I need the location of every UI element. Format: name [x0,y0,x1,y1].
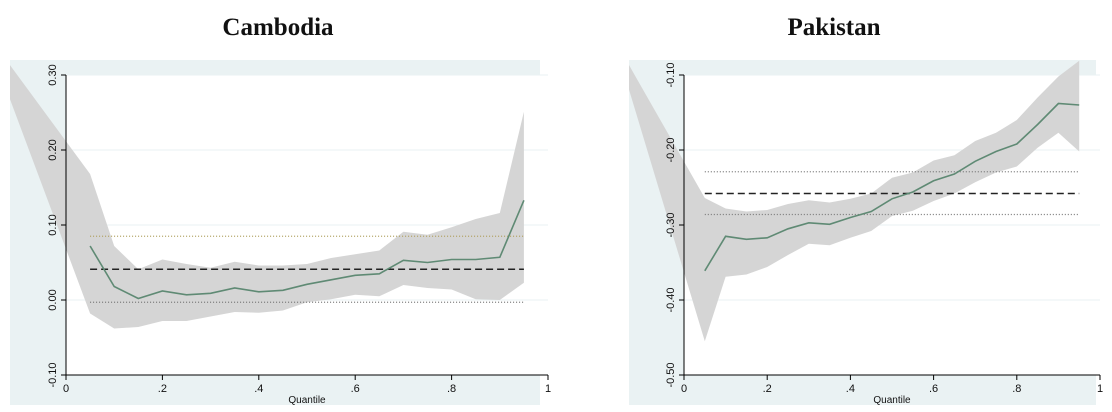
x-tick-label: .6 [929,383,938,395]
quantile-coefficient-line [89,199,525,300]
chart-title: Pakistan [787,14,881,41]
x-tick-label: 1 [545,383,551,395]
x-tick-label: .6 [351,383,360,395]
pakistan-panel: Pakistan -0.50 -0.40 -0.30 -0.20 -0.10 0 .2 .4.… [556,0,1112,412]
y-tick-label: 0.10 [47,214,59,235]
y-tick-label: 0.20 [47,139,59,160]
x-axis-title: Quantile [288,395,326,406]
y-tick-label: -0.40 [665,287,677,312]
y-tick-label: -0.30 [665,212,677,237]
x-tick-label: .8 [447,383,456,395]
chart-title: Cambodia [222,14,334,41]
quantile-coefficient-line [704,102,1080,272]
y-tick-label: 0.30 [47,64,59,85]
y-tick-label: -0.10 [47,362,59,387]
cambodia-panel: Cambodia -0.10 0.00 0.10 0.20 0.30 0 .2 .4 .6 .8 1… [10,14,551,406]
x-tick-label: .2 [158,383,167,395]
confidence-band [629,60,1080,342]
y-tick-label: -0.20 [665,137,677,162]
y-tick-label: -0.10 [665,62,677,87]
x-axis-title: Quantile [873,395,911,406]
x-tick-label: .4 [846,383,855,395]
confidence-band [10,65,524,329]
y-tick-label: -0.50 [665,362,677,387]
y-tick-label: 0.00 [47,289,59,310]
pakistan-chart: -0.50 -0.40 -0.30 -0.20 -0.10 0 .2 .4 .6 .8 1 Quant… [629,60,1103,406]
cambodia-chart: -0.10 0.00 0.10 0.20 0.30 0 .2 .4 .6 .8 1 Quantile [10,60,551,406]
x-tick-label: 0 [681,383,687,395]
x-tick-label: 0 [63,383,69,395]
x-tick-label: .4 [254,383,263,395]
x-tick-label: .2 [763,383,772,395]
x-tick-label: 1 [1097,383,1103,395]
x-tick-label: .8 [1012,383,1021,395]
